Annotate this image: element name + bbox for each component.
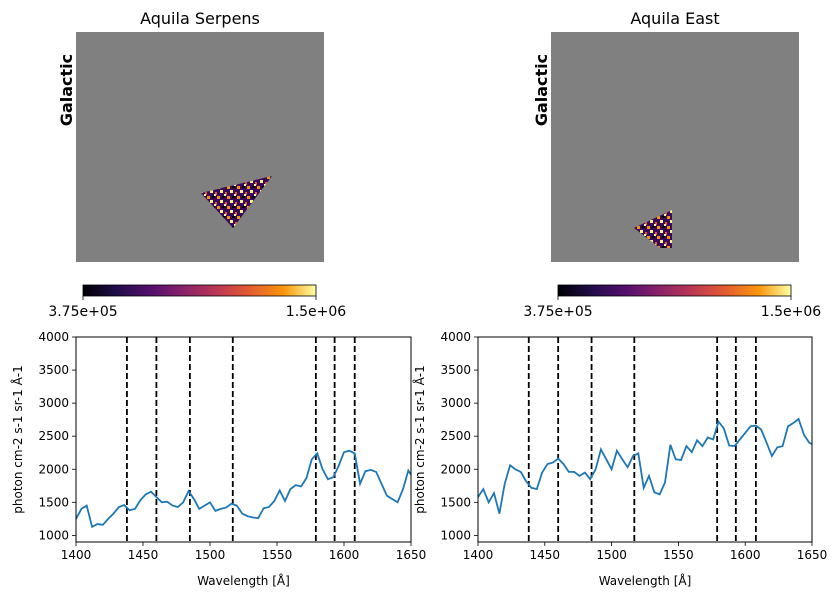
x-tick-label: 1400 <box>463 548 494 562</box>
map-panel-aquila-east: Aquila East Galactic 3.75e+05 1.5e+06 <box>523 9 821 320</box>
colorbar-max-label: 1.5e+06 <box>286 304 347 320</box>
x-tick-label: 1600 <box>730 548 761 562</box>
y-tick-label: 2000 <box>38 462 69 476</box>
map-coverage-region <box>201 176 272 228</box>
y-tick-label: 1500 <box>38 495 69 509</box>
y-tick-label: 1000 <box>440 528 471 542</box>
colorbar-max-label: 1.5e+06 <box>761 304 822 320</box>
x-tick-label: 1650 <box>396 548 427 562</box>
x-tick-label: 1600 <box>329 548 360 562</box>
map-title: Aquila Serpens <box>140 9 260 28</box>
x-tick-label: 1450 <box>128 548 159 562</box>
y-tick-label: 2500 <box>440 429 471 443</box>
map-coverage-region <box>634 210 672 248</box>
x-tick-label: 1550 <box>262 548 293 562</box>
axes-frame <box>477 336 813 543</box>
colorbar <box>557 284 792 297</box>
map-side-label: Galactic <box>57 54 76 126</box>
y-tick-label: 1500 <box>440 495 471 509</box>
map-image <box>551 32 799 262</box>
y-axis-label: photon cm-2 s-1 sr-1 Å-1 <box>10 365 25 514</box>
x-tick-label: 1650 <box>797 548 828 562</box>
y-tick-label: 2000 <box>440 462 471 476</box>
x-tick-label: 1500 <box>195 548 226 562</box>
colorbar-min-label: 3.75e+05 <box>48 304 117 320</box>
x-axis-label: Wavelength [Å] <box>599 573 692 588</box>
y-tick-label: 3000 <box>440 396 471 410</box>
map-panel-aquila-serpens: Aquila Serpens Galactic 3.75e+05 1.5e+06 <box>48 9 346 320</box>
spectrum-line <box>478 417 812 514</box>
y-tick-label: 3500 <box>440 363 471 377</box>
y-tick-label: 2500 <box>38 429 69 443</box>
y-tick-label: 3500 <box>38 363 69 377</box>
x-tick-label: 1550 <box>663 548 694 562</box>
x-tick-label: 1450 <box>530 548 561 562</box>
y-tick-label: 1000 <box>38 528 69 542</box>
y-tick-label: 3000 <box>38 396 69 410</box>
axes-frame <box>75 336 412 543</box>
colorbar-min-label: 3.75e+05 <box>523 304 592 320</box>
x-tick-label: 1400 <box>61 548 92 562</box>
y-tick-label: 4000 <box>38 330 69 344</box>
y-tick-label: 4000 <box>440 330 471 344</box>
map-side-label: Galactic <box>532 54 551 126</box>
colorbar <box>82 284 317 297</box>
spectrum-plot-right: 1400 1450 1500 1550 1600 1650 1000 1500 2000 2500… <box>412 330 827 588</box>
spectrum-plot-left: 1400 1450 1500 1550 1600 1650 1000 1500 2000 2500… <box>10 330 426 588</box>
x-axis-label: Wavelength [Å] <box>197 573 290 588</box>
x-tick-label: 1500 <box>596 548 627 562</box>
map-image <box>76 32 324 262</box>
y-axis-label: photon cm-2 s-1 sr-1 Å-1 <box>412 365 427 514</box>
spectrum-line <box>76 449 411 529</box>
map-title: Aquila East <box>630 9 719 28</box>
